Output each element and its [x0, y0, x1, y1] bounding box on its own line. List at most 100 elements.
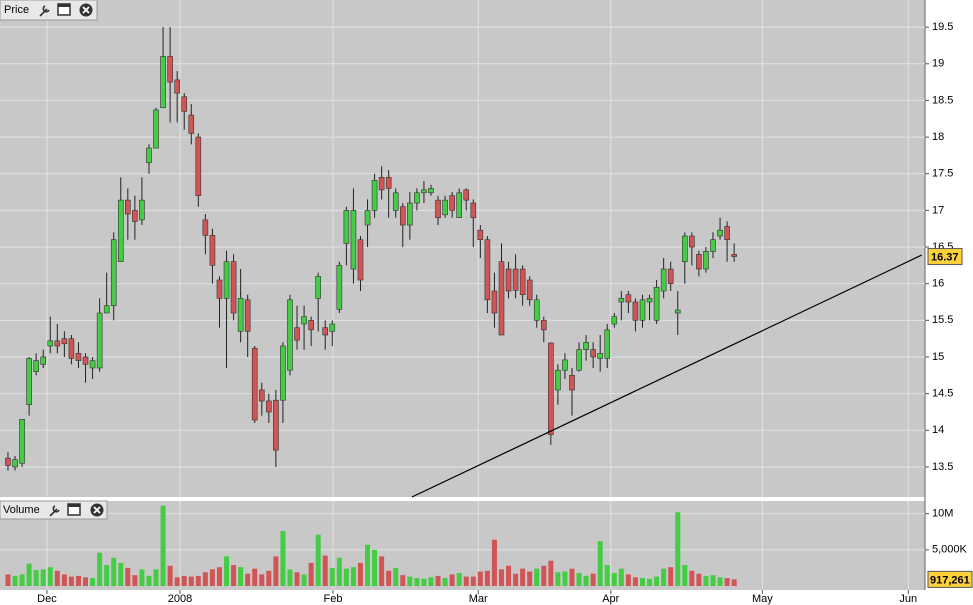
volume-bar: [449, 574, 455, 586]
candle-body: [674, 309, 681, 314]
candle-body: [195, 136, 202, 197]
volume-bar: [435, 575, 441, 586]
candle-body: [710, 239, 716, 252]
candle-body: [414, 192, 420, 204]
volume-bar: [174, 577, 180, 586]
volume-bar: [569, 568, 575, 586]
volume-bar: [315, 534, 321, 586]
candle-body: [350, 210, 357, 270]
candle-body: [407, 202, 413, 226]
volume-bar: [252, 568, 258, 586]
candle-body: [540, 320, 547, 331]
y-tick-label: 17.5: [932, 168, 953, 180]
candle-body: [703, 251, 709, 270]
candle-body: [646, 298, 653, 303]
volume-bar: [597, 541, 603, 586]
window-icon-bar: [68, 504, 80, 507]
price-header: Price: [0, 0, 98, 21]
volume-bar: [611, 572, 617, 586]
settings-icon[interactable]: [39, 5, 50, 17]
candle-body: [209, 235, 216, 266]
candle-body: [562, 359, 568, 371]
volume-bar: [710, 575, 716, 586]
volume-bar: [506, 565, 512, 586]
candle-body: [68, 338, 75, 359]
volume-bar: [5, 574, 11, 586]
volume-bar: [675, 512, 681, 586]
volume-bar: [534, 568, 540, 586]
volume-bar: [195, 575, 201, 586]
volume-bar: [583, 575, 589, 586]
volume-bar: [618, 568, 624, 586]
volume-header: Volume: [0, 500, 108, 520]
volume-bar: [350, 567, 356, 586]
candle-body: [548, 342, 554, 435]
candle-body: [266, 400, 272, 413]
x-tick-label: Dec: [37, 593, 57, 605]
volume-bar: [118, 562, 124, 586]
volume-bar: [343, 568, 349, 586]
candle-body: [681, 235, 688, 262]
volume-bar: [294, 572, 300, 586]
candle-body: [294, 327, 300, 341]
volume-bar: [238, 567, 244, 586]
volume-bar: [442, 578, 448, 586]
candle-body: [96, 312, 103, 369]
candle-body: [132, 210, 138, 222]
volume-bar: [202, 572, 208, 586]
candle-body: [216, 279, 223, 299]
volume-bar: [562, 571, 568, 586]
volume-bar: [301, 574, 307, 586]
y-tick-label: 5,000K: [932, 544, 968, 556]
volume-bar: [393, 567, 399, 586]
y-tick-label: 13.5: [932, 461, 953, 473]
candle-body: [392, 192, 399, 211]
candle-body: [689, 235, 695, 248]
candle-body: [371, 180, 378, 211]
trendline: [411, 254, 922, 498]
candle-body: [301, 316, 307, 325]
volume-bar: [696, 573, 702, 586]
volume-bar: [33, 570, 39, 586]
candle-body: [12, 459, 18, 468]
volume-bar: [47, 567, 53, 586]
volume-bar: [654, 576, 660, 586]
volume-bar: [357, 562, 363, 586]
plot-layer: [0, 0, 925, 590]
candle-body: [491, 290, 498, 314]
candle-body: [5, 457, 11, 466]
volume-bar: [146, 575, 152, 586]
volume-bar: [463, 576, 469, 586]
x-tick-label: Apr: [602, 593, 619, 605]
candle-body: [724, 226, 730, 241]
candle-body: [125, 199, 131, 215]
volume-bar: [224, 556, 230, 586]
volume-bar: [54, 570, 60, 586]
candle-body: [280, 345, 286, 401]
candle-body: [632, 301, 639, 321]
volume-bar: [484, 570, 490, 586]
volume-bar: [188, 576, 194, 586]
last-price-label: 16.37: [931, 251, 959, 263]
candle-body: [188, 114, 195, 134]
volume-bar: [639, 578, 645, 586]
volume-bar: [308, 562, 314, 586]
candle-body: [660, 268, 667, 292]
candle-body: [364, 210, 371, 226]
candle-body: [421, 189, 427, 194]
y-tick-label: 19.5: [932, 21, 953, 33]
panel-title: Volume: [3, 504, 40, 516]
volume-bar: [590, 573, 596, 586]
settings-icon[interactable]: [49, 505, 60, 517]
y-tick-label: 10M: [932, 508, 953, 520]
candle-body: [618, 298, 625, 303]
candle-body: [40, 356, 47, 365]
candle-body: [146, 147, 152, 164]
candle-body: [569, 375, 575, 391]
volume-bar: [520, 568, 526, 586]
volume-bar: [287, 569, 293, 586]
volume-bar: [407, 576, 413, 586]
volume-bar: [160, 505, 166, 586]
last-volume-box: [927, 570, 973, 588]
candle-body: [639, 299, 646, 321]
